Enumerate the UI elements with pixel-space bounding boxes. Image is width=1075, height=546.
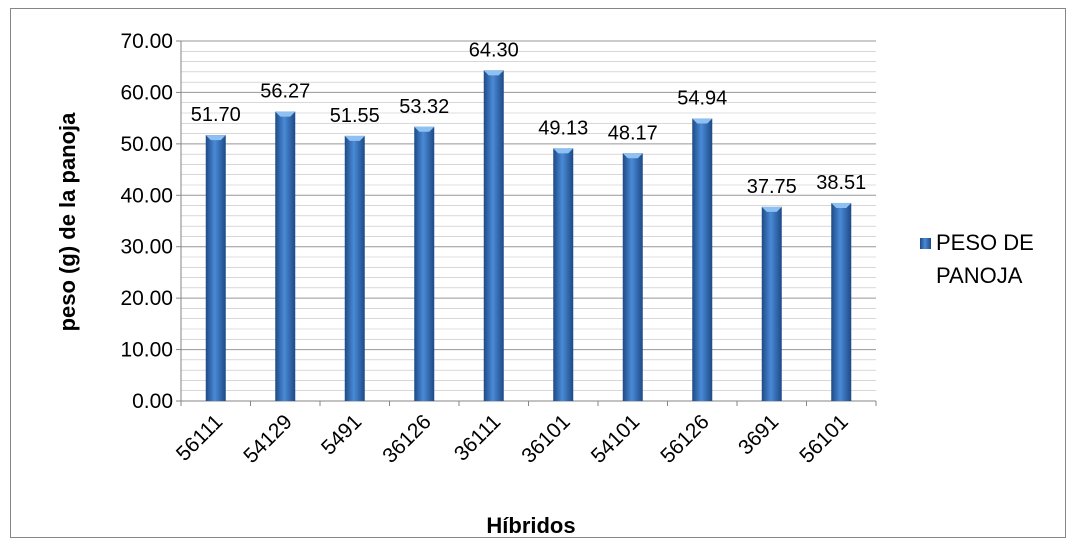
data-label: 51.70 (191, 104, 241, 126)
x-tick-label: 36126 (378, 410, 436, 468)
data-label: 49.13 (538, 117, 588, 139)
y-tick-label: 40.00 (120, 184, 173, 207)
data-label: 37.75 (747, 176, 797, 198)
bar-body (483, 70, 504, 402)
data-label: 64.30 (469, 39, 519, 61)
data-label: 48.17 (608, 122, 658, 144)
data-label: 51.55 (330, 105, 380, 127)
bar-cap (831, 202, 852, 208)
data-labels: 51.70 56.27 51.55 53.32 64.30 49.13 48.17 54.94… (191, 39, 867, 198)
bar-body (622, 153, 643, 401)
data-label: 54.94 (677, 87, 727, 109)
bar (622, 153, 643, 401)
bar-body (275, 111, 296, 402)
legend-label-line1: PESO DE (936, 230, 1034, 255)
bar (692, 118, 713, 402)
bar (205, 135, 226, 401)
y-tick-label: 60.00 (120, 81, 173, 104)
bar-body (761, 206, 782, 401)
y-tick-labels: 0.00 10.00 20.00 30.00 40.00 50.00 60.00 70.00 (120, 30, 173, 413)
bar-cap (205, 135, 226, 141)
bar-body (831, 202, 852, 401)
bar-cap (553, 148, 574, 154)
legend-swatch (920, 238, 931, 249)
bar-cap (414, 126, 435, 132)
bar-body (205, 135, 226, 401)
bar (553, 148, 574, 401)
x-tick-labels: 56111 54129 5491 36126 36111 36101 54101 56126 3… (172, 410, 853, 468)
x-tick-label: 5491 (317, 410, 366, 459)
bar-body (344, 135, 365, 401)
data-label: 53.32 (399, 96, 449, 118)
y-tick-label: 10.00 (120, 339, 173, 362)
y-tick-label: 20.00 (120, 287, 173, 310)
bar-body (692, 118, 713, 402)
bar-cap (344, 135, 365, 141)
x-tick-label: 36111 (450, 410, 505, 465)
bar-body (553, 148, 574, 401)
legend: PESO DE PANOJA (920, 230, 1034, 288)
x-tick-label: 56101 (795, 410, 853, 468)
bars (205, 70, 852, 402)
data-label: 38.51 (816, 172, 866, 194)
bar-cap (275, 111, 296, 117)
bar (275, 111, 296, 402)
y-axis-title: peso (g) de la panoja (55, 112, 80, 332)
x-tick-label: 36101 (517, 410, 575, 468)
data-label: 56.27 (260, 81, 310, 103)
bar (483, 70, 504, 402)
x-axis-title: Híbridos (486, 513, 575, 538)
x-tick-label: 54101 (587, 410, 645, 468)
bar-cap (761, 206, 782, 212)
x-tick-label: 54129 (239, 410, 297, 468)
chart-frame (10, 8, 1066, 538)
x-tick-label: 56111 (172, 410, 227, 465)
bar (414, 126, 435, 401)
bar-cap (622, 153, 643, 159)
legend-label-line2: PANOJA (936, 263, 1023, 288)
y-tick-label: 0.00 (132, 390, 173, 413)
bar-cap (483, 70, 504, 76)
bar (831, 202, 852, 401)
bar (761, 206, 782, 401)
bar-body (414, 126, 435, 401)
bar (344, 135, 365, 401)
y-tick-label: 50.00 (120, 133, 173, 156)
x-tick-label: 56126 (656, 410, 714, 468)
x-tick-label: 3691 (734, 410, 783, 459)
y-tick-label: 70.00 (120, 30, 173, 53)
y-tick-label: 30.00 (120, 236, 173, 259)
bar-cap (692, 118, 713, 124)
axes (176, 40, 877, 406)
